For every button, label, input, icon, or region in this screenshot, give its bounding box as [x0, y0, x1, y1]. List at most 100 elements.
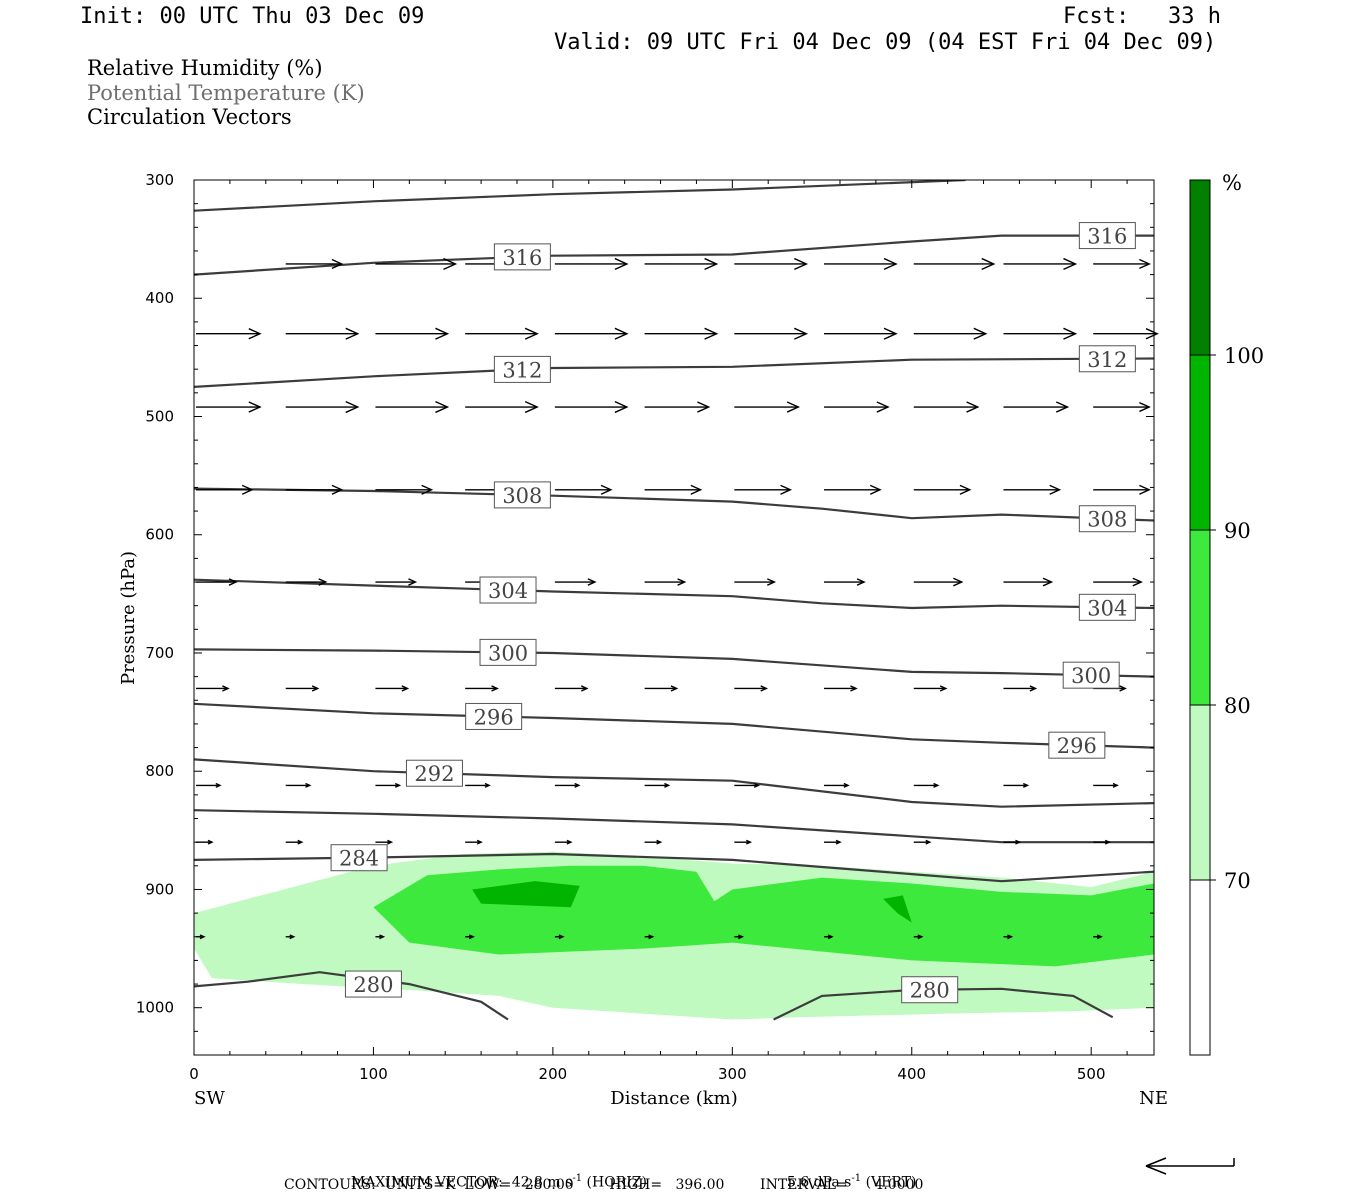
vector-arrow — [824, 484, 882, 495]
colorbar-frame — [1189, 179, 1211, 1056]
isentrope-label-box — [1062, 661, 1120, 689]
isentrope-label: 300 — [488, 641, 528, 665]
vector-arrow — [1093, 328, 1159, 340]
x-tick-label: 100 — [359, 1065, 388, 1083]
y-axis-label: Pressure (hPa) — [118, 551, 139, 685]
vector-arrow — [554, 327, 629, 340]
vector-arrow — [644, 257, 719, 270]
colorbar: 70 80 90 100 — [1189, 179, 1264, 1056]
vector-arrow — [285, 258, 344, 270]
vector-arrow — [375, 782, 402, 788]
vector-arrow — [734, 578, 777, 586]
vector-arrow — [375, 685, 410, 692]
vector-arrow — [1093, 934, 1103, 940]
isentrope-label-box — [1078, 222, 1136, 250]
isentrope-296-6 — [194, 702, 1154, 749]
vector-arrow — [824, 934, 834, 940]
isentrope-320-0 — [194, 180, 966, 212]
init-time: Init: 00 UTC Thu 03 Dec 09 — [80, 4, 425, 29]
isentrope-label-box — [1048, 731, 1106, 759]
vector-arrow — [913, 401, 980, 413]
vector-arrow — [1003, 782, 1030, 788]
vector-arrow — [734, 327, 809, 340]
field-vectors-label: Circulation Vectors — [87, 105, 292, 129]
vector-arrow — [913, 934, 924, 940]
isentrope-label-box — [479, 638, 537, 666]
vector-arrow — [734, 685, 769, 692]
vector-arrow — [554, 685, 589, 692]
isentrope-label: 304 — [488, 579, 528, 603]
vector-arrow — [913, 484, 972, 495]
vector-arrow — [465, 685, 499, 692]
max-vector-horiz: 42.8 m s — [511, 1174, 573, 1191]
isentrope-316-1 — [194, 234, 1154, 276]
vector-arrow — [824, 257, 898, 270]
isentrope-label: 292 — [414, 762, 454, 786]
max-vector-label: MAXIMUM VECTOR: — [350, 1174, 503, 1191]
isentrope-label: 312 — [1087, 348, 1127, 372]
vector-arrow — [375, 484, 434, 495]
vector-arrow — [375, 257, 458, 270]
vector-arrow — [644, 839, 663, 845]
vector-arrow — [644, 484, 703, 495]
x-tick-label: 400 — [897, 1065, 926, 1083]
y-tick-label: 800 — [145, 762, 174, 780]
vector-arrow — [554, 934, 565, 940]
y-tick-label: 500 — [145, 407, 174, 425]
vector-arrow — [554, 578, 597, 586]
x-tick-label: 0 — [189, 1065, 199, 1083]
isentrope-label: 316 — [1087, 225, 1127, 249]
isentrope-312-2 — [194, 357, 1154, 388]
vector-arrow — [644, 327, 719, 340]
vector-arrow — [285, 400, 360, 414]
max-vector-text: MAXIMUM VECTOR: 42.8 m s-1 (HORIZ) — [342, 1157, 647, 1191]
colorbar-label: 80 — [1224, 694, 1251, 718]
vector-arrow — [554, 257, 629, 270]
colorbar-segment — [1190, 180, 1210, 355]
rh-region-90-2 — [472, 881, 580, 908]
isentrope-label-box — [465, 702, 523, 730]
isentrope-label-box — [405, 759, 463, 787]
x-end-left: SW — [194, 1088, 225, 1109]
vector-arrow — [1003, 484, 1062, 495]
vector-arrow — [824, 782, 850, 788]
isentrope-label: 296 — [1057, 734, 1097, 758]
vector-arrow — [1003, 257, 1078, 270]
vector-arrow — [465, 782, 491, 788]
max-vector-vert-text: 5.6 dPa s-1 (VERT) — [778, 1157, 917, 1191]
x-tick-label: 500 — [1077, 1065, 1106, 1083]
vector-arrow — [1093, 484, 1151, 495]
isentrope-label-box — [901, 976, 959, 1004]
vector-arrow — [1093, 839, 1111, 845]
colorbar-unit: % — [1222, 171, 1242, 195]
isentrope-label-box — [1078, 593, 1136, 621]
vector-arrow — [1093, 258, 1151, 270]
vector-arrow — [913, 839, 932, 845]
vector-arrow — [913, 327, 988, 340]
vector-arrow — [375, 578, 418, 586]
isentrope-label: 308 — [502, 484, 542, 508]
y-tick-label: 1000 — [136, 999, 174, 1017]
isentrope-label: 316 — [502, 246, 542, 270]
axes: 0 100 200 300 400 500 300 400 500 600 700 800 900 100… — [136, 171, 1154, 1083]
x-axis-label: Distance (km) — [610, 1088, 737, 1109]
isentrope-label: 304 — [1087, 596, 1127, 620]
vector-arrow — [465, 839, 483, 845]
isentrope-label: 308 — [1087, 508, 1127, 532]
vector-arrow — [644, 578, 687, 586]
vector-arrow — [824, 839, 842, 845]
vector-arrow — [375, 839, 394, 845]
colorbar-segment — [1190, 530, 1210, 705]
vector-arrow — [1093, 401, 1151, 413]
colorbar-label: 90 — [1224, 519, 1251, 543]
colorbar-label: 100 — [1224, 344, 1264, 368]
y-tick-label: 300 — [145, 171, 174, 189]
vector-arrow — [465, 934, 475, 940]
y-tick-label: 900 — [145, 880, 174, 898]
vert-tag: (VERT) — [865, 1174, 917, 1191]
vector-arrow — [196, 484, 254, 495]
field-theta-label: Potential Temperature (K) — [87, 81, 365, 105]
vector-arrow — [734, 401, 801, 413]
vector-arrow — [644, 685, 679, 692]
